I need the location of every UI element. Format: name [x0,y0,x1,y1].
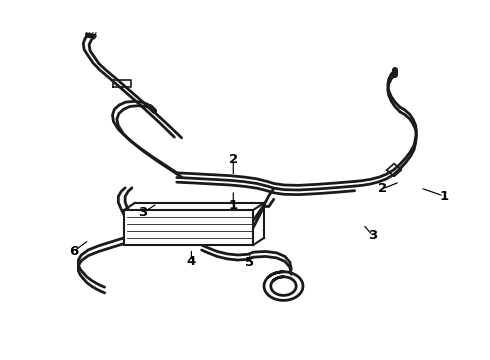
Text: 1: 1 [439,190,448,203]
FancyBboxPatch shape [124,210,253,245]
Text: 1: 1 [229,199,238,212]
Text: 6: 6 [69,245,78,258]
Text: 3: 3 [138,206,147,219]
Text: 3: 3 [368,229,377,242]
Text: 5: 5 [245,256,254,269]
Text: 4: 4 [187,255,196,268]
Text: 2: 2 [378,183,387,195]
Text: 2: 2 [229,153,238,166]
